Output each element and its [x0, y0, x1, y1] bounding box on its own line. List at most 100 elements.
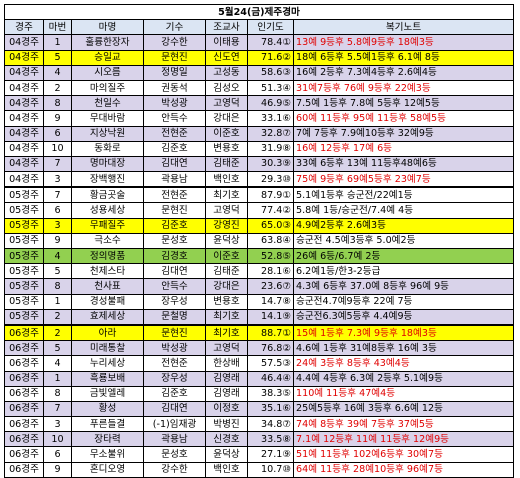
popularity-value: 28.1	[261, 265, 283, 277]
trainer-cell: 김성오	[205, 79, 248, 97]
popularity-value: 51.3	[261, 82, 283, 94]
trainer-cell: 최기호	[205, 323, 248, 342]
popularity-value: 57.5	[261, 357, 283, 369]
header-jockey: 기수	[143, 19, 206, 36]
popularity-cell: 10.7⑩	[247, 461, 294, 478]
table-row: 05경주 7 황금곳술 전현준 최기호 87.9① 5.1예1등후 승군전/22예1등	[4, 186, 514, 204]
note-cell: 13예 9등후 5.8예9등후 18예3등	[293, 34, 514, 51]
popularity-rank: ④	[282, 235, 291, 247]
jockey-cell: 김준호	[143, 140, 206, 157]
note-cell: 4.4예 4등후 6.3예 2등후 5.1예9등	[293, 370, 514, 387]
horse-cell: 무패질주	[71, 217, 144, 234]
race-cell: 04경주	[4, 171, 44, 188]
jockey-cell: 김준호	[143, 217, 206, 234]
popularity-rank: ②	[282, 52, 291, 64]
popularity-rank: ⑧	[282, 143, 291, 155]
table-row: 05경주 4 정의명품 김경호 이준호 52.8⑤ 26예 6등/6.7예 2등	[4, 247, 514, 265]
number-cell: 5	[43, 340, 72, 357]
race-cell: 05경주	[4, 217, 44, 234]
jockey-cell: 문현진	[143, 323, 206, 342]
race-cell: 05경주	[4, 247, 44, 265]
popularity-value: 87.9	[261, 189, 283, 201]
trainer-cell: 김태준	[205, 155, 248, 173]
popularity-rank: ⑦	[282, 418, 291, 430]
horse-cell: 장백행진	[71, 171, 144, 188]
popularity-rank: ⑥	[282, 112, 291, 124]
table-row: 04경주 4 시오름 정명일 고성동 58.6③ 16예 2등후 7.3예4등후 2.6예4…	[4, 64, 514, 81]
popularity-cell: 46.9⑤	[247, 95, 294, 112]
number-cell: 6	[43, 125, 72, 142]
number-cell: 8	[43, 385, 72, 402]
popularity-rank: ②	[282, 342, 291, 354]
table-row: 05경주 1 경성불패 장우성 변용호 14.7⑧ 승군전4.7예9등후 22예 7등	[4, 293, 514, 310]
jockey-cell: 안득수	[143, 110, 206, 127]
popularity-value: 63.8	[261, 235, 283, 247]
popularity-value: 32.8	[261, 128, 283, 140]
note-cell: 25예5등후 16예 3등후 6.6예 12등	[293, 400, 514, 418]
note-cell: 7.1예 12등후 11예 11등후 12예9등	[293, 431, 514, 448]
number-cell: 1	[43, 370, 72, 387]
jockey-cell: (-1)임재광	[143, 416, 206, 433]
popularity-rank: ⑨	[282, 158, 291, 170]
number-cell: 6	[43, 446, 72, 463]
trainer-cell: 김태준	[205, 263, 248, 280]
race-cell: 06경주	[4, 323, 44, 342]
note-cell: 51예 11등후 102예6등후 30예7등	[293, 446, 514, 463]
race-cell: 04경주	[4, 34, 44, 51]
sheet-title: 5월24(금)제주경마	[4, 3, 514, 21]
popularity-cell: 30.3⑨	[247, 155, 294, 173]
popularity-value: 27.1	[261, 449, 283, 461]
trainer-cell: 윤덕상	[205, 232, 248, 250]
table-row: 06경주 5 미래통찰 박성광 고영덕 76.8② 4.6예 1등후 31예8등후 16예 …	[4, 340, 514, 357]
trainer-cell: 백인호	[205, 171, 248, 188]
race-cell: 05경주	[4, 293, 44, 310]
table-row: 06경주 3 푸른들결 (-1)임재광 박병진 34.8⑦ 74예 8등후 39예 7등후 …	[4, 416, 514, 433]
popularity-cell: 52.8⑤	[247, 247, 294, 265]
number-cell: 5	[43, 263, 72, 280]
horse-cell: 마의질주	[71, 79, 144, 97]
popularity-rank: ⑦	[282, 128, 291, 140]
trainer-cell: 신경호	[205, 431, 248, 448]
popularity-cell: 57.5③	[247, 355, 294, 372]
popularity-value: 78.4	[261, 36, 283, 48]
trainer-cell: 강대은	[205, 278, 248, 295]
number-cell: 2	[43, 308, 72, 326]
jockey-cell: 김대연	[143, 400, 206, 418]
popularity-value: 52.8	[261, 250, 283, 262]
note-cell: 승군전 4.5예3등후 5.0예2등	[293, 232, 514, 250]
table-row: 05경주 8 천사표 안득수 강대은 23.6⑦ 4.3예 6등후 37.0예 8등후 96…	[4, 278, 514, 295]
trainer-cell: 이태용	[205, 34, 248, 51]
popularity-value: 10.7	[261, 464, 283, 476]
race-cell: 05경주	[4, 308, 44, 326]
popularity-cell: 58.6③	[247, 64, 294, 81]
race-cell: 05경주	[4, 186, 44, 204]
race-cell: 04경주	[4, 64, 44, 81]
popularity-cell: 76.8②	[247, 340, 294, 357]
number-cell: 7	[43, 400, 72, 418]
trainer-cell: 백인호	[205, 461, 248, 478]
jockey-cell: 곽용남	[143, 171, 206, 188]
race-cell: 04경주	[4, 140, 44, 157]
trainer-cell: 강영진	[205, 217, 248, 234]
race-cell: 06경주	[4, 355, 44, 372]
note-cell: 75예 9등후 69예5등후 23예7등	[293, 171, 514, 188]
note-cell: 7예 7등후 7.9예10등후 32예9등	[293, 125, 514, 142]
table-row: 06경주 4 누리세상 전현준 한상배 57.5③ 24예 3등후 8등후 43예4등	[4, 355, 514, 372]
number-cell: 4	[43, 247, 72, 265]
table-row: 06경주 7 황성 김대연 이정호 35.1⑥ 25예5등후 16예 3등후 6.6예 12…	[4, 400, 514, 418]
popularity-rank: ①	[282, 189, 291, 201]
table-row: 05경주 6 성용세상 문현진 고영덕 77.4② 5.8예 1등/승군전/7.4예 4등	[4, 202, 514, 219]
header-row: 경주 마번 마명 기수 조교사 인기도 복기노트	[4, 19, 514, 36]
trainer-cell: 변용호	[205, 140, 248, 157]
table-row: 04경주 10 동화로 김준호 변용호 31.9⑧ 16예 12등후 17예 6등	[4, 140, 514, 157]
horse-cell: 동화로	[71, 140, 144, 157]
race-cell: 04경주	[4, 155, 44, 173]
jockey-cell: 문현진	[143, 49, 206, 66]
popularity-value: 31.9	[261, 143, 283, 155]
popularity-rank: ⑨	[282, 311, 291, 323]
number-cell: 6	[43, 202, 72, 219]
popularity-cell: 88.7①	[247, 323, 294, 342]
trainer-cell: 박병진	[205, 416, 248, 433]
table-row: 06경주 6 무소불위 문성호 윤덕상 27.1⑨ 51예 11등후 102예6등후 30예…	[4, 446, 514, 463]
trainer-cell: 고영덕	[205, 95, 248, 112]
